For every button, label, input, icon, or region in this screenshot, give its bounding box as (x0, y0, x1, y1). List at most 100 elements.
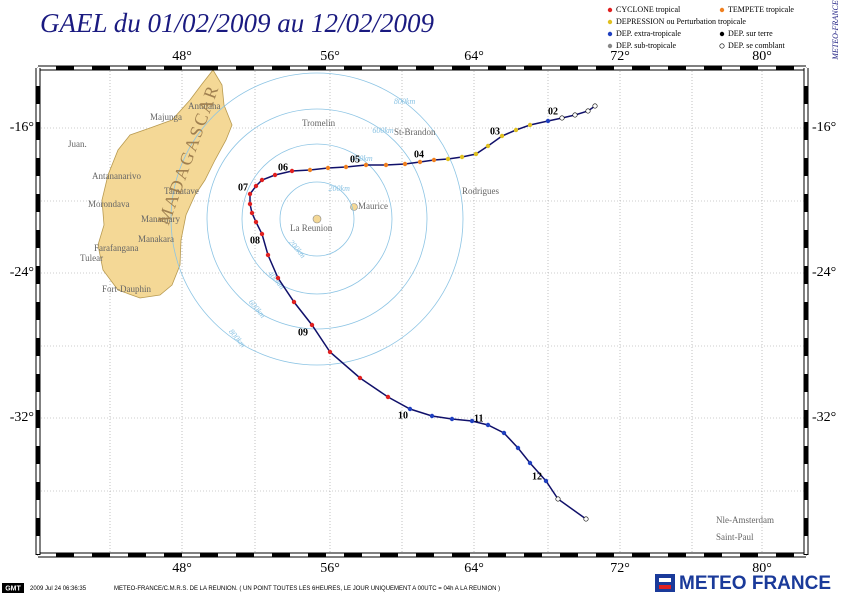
track-point (327, 349, 333, 355)
lon-label: 48° (172, 561, 192, 576)
legend-marker (719, 7, 725, 13)
track-point (469, 418, 475, 424)
range-ring (170, 72, 464, 366)
place-label: Tulear (80, 253, 103, 263)
track-point (259, 177, 265, 183)
logo-stripe (659, 585, 671, 589)
legend-label: DEP. se comblant (728, 41, 785, 50)
lon-label: 56° (320, 49, 340, 64)
track-point (543, 478, 549, 484)
legend-marker (607, 43, 613, 49)
track-point (527, 460, 533, 466)
lat-label: -32° (10, 410, 34, 425)
track-point (402, 161, 408, 167)
legend-marker (607, 7, 613, 13)
range-ring (241, 143, 393, 295)
range-ring (279, 181, 355, 257)
place-label: Antananarivo (92, 171, 141, 181)
place-label: Tromelin (302, 118, 336, 128)
track-point (343, 164, 349, 170)
track-point (253, 183, 259, 189)
lat-label: -32° (812, 410, 836, 425)
track-point (307, 167, 313, 173)
logo-stripe (659, 578, 671, 582)
day-label: 11 (474, 413, 483, 424)
place-label: Fort-Dauphin (102, 284, 151, 294)
ring-label: 200km (329, 184, 351, 193)
track-point (431, 157, 437, 163)
track-point (459, 154, 465, 160)
gmt-box (2, 583, 24, 593)
place-label: Saint-Paul (716, 532, 754, 542)
legend-marker (719, 43, 725, 49)
logo-mark (655, 574, 675, 592)
lon-label: 56° (320, 561, 340, 576)
track-point (585, 108, 591, 114)
legend-label: TEMPETE tropicale (728, 5, 794, 14)
track-point (247, 191, 253, 197)
track-point (357, 375, 363, 381)
lat-label: -16° (812, 120, 836, 135)
day-label: 06 (278, 162, 288, 173)
day-label: 09 (298, 327, 308, 338)
track-point (485, 422, 491, 428)
track-point (513, 127, 519, 133)
lon-label: 80° (752, 49, 772, 64)
track-point (385, 394, 391, 400)
day-label: 05 (350, 154, 360, 165)
track-point (275, 275, 281, 281)
reunion-island (312, 214, 322, 224)
logo: METEO FRANCE (679, 573, 831, 594)
track-point (247, 201, 253, 207)
track-point (383, 162, 389, 168)
track-point (272, 172, 278, 178)
lon-label: 80° (752, 561, 772, 576)
track-point (592, 103, 598, 109)
track-point (407, 406, 413, 412)
legend-label: CYCLONE tropical (616, 5, 681, 14)
track-point (363, 162, 369, 168)
day-label: 10 (398, 410, 408, 421)
legend-marker (719, 31, 725, 37)
place-label: St-Brandon (394, 127, 436, 137)
place-label: Maurice (358, 201, 388, 211)
legend-marker (607, 19, 613, 25)
lat-label: -16° (10, 120, 34, 135)
legend-label: DEP. extra-tropicale (616, 29, 681, 38)
legend-label: DEP. sub-tropicale (616, 41, 676, 50)
lat-label: -24° (10, 265, 34, 280)
track-point (291, 299, 297, 305)
legend-label: DEP. sur terre (728, 29, 773, 38)
track-point (555, 496, 561, 502)
track-point (515, 445, 521, 451)
track-point (449, 416, 455, 422)
track-point (249, 210, 255, 216)
lon-label: 48° (172, 49, 192, 64)
place-label: Nle-Amsterdam (716, 515, 774, 525)
timestamp: 2009 Jul 24 06:36:35 (30, 586, 87, 592)
madagascar (97, 69, 233, 299)
title: GAEL du 01/02/2009 au 12/02/2009 (40, 8, 435, 38)
place-label: Farafangana (94, 243, 138, 253)
ring-label: 800km (394, 97, 416, 106)
cyclone-track (247, 103, 598, 522)
lat-label: -24° (812, 265, 836, 280)
track-point (445, 156, 451, 162)
mauritius-island (350, 203, 358, 211)
track-point (527, 122, 533, 128)
legend-marker (607, 31, 613, 37)
footer-note: METEO-FRANCE/C.M.R.S. DE LA REUNION. ( U… (114, 586, 500, 592)
track-point (485, 143, 491, 149)
place-label: Morondava (88, 199, 130, 209)
place-label: Juan. (68, 139, 87, 149)
day-label: 02 (548, 106, 558, 117)
frame-ticks (35, 65, 809, 558)
day-label: 04 (414, 149, 424, 160)
ring-label: 400km (351, 154, 373, 163)
side-text: METEO-FRANCE (831, 0, 840, 61)
track-point (265, 252, 271, 258)
lon-label: 64° (464, 561, 484, 576)
track-point (583, 516, 589, 522)
lon-label: 64° (464, 49, 484, 64)
